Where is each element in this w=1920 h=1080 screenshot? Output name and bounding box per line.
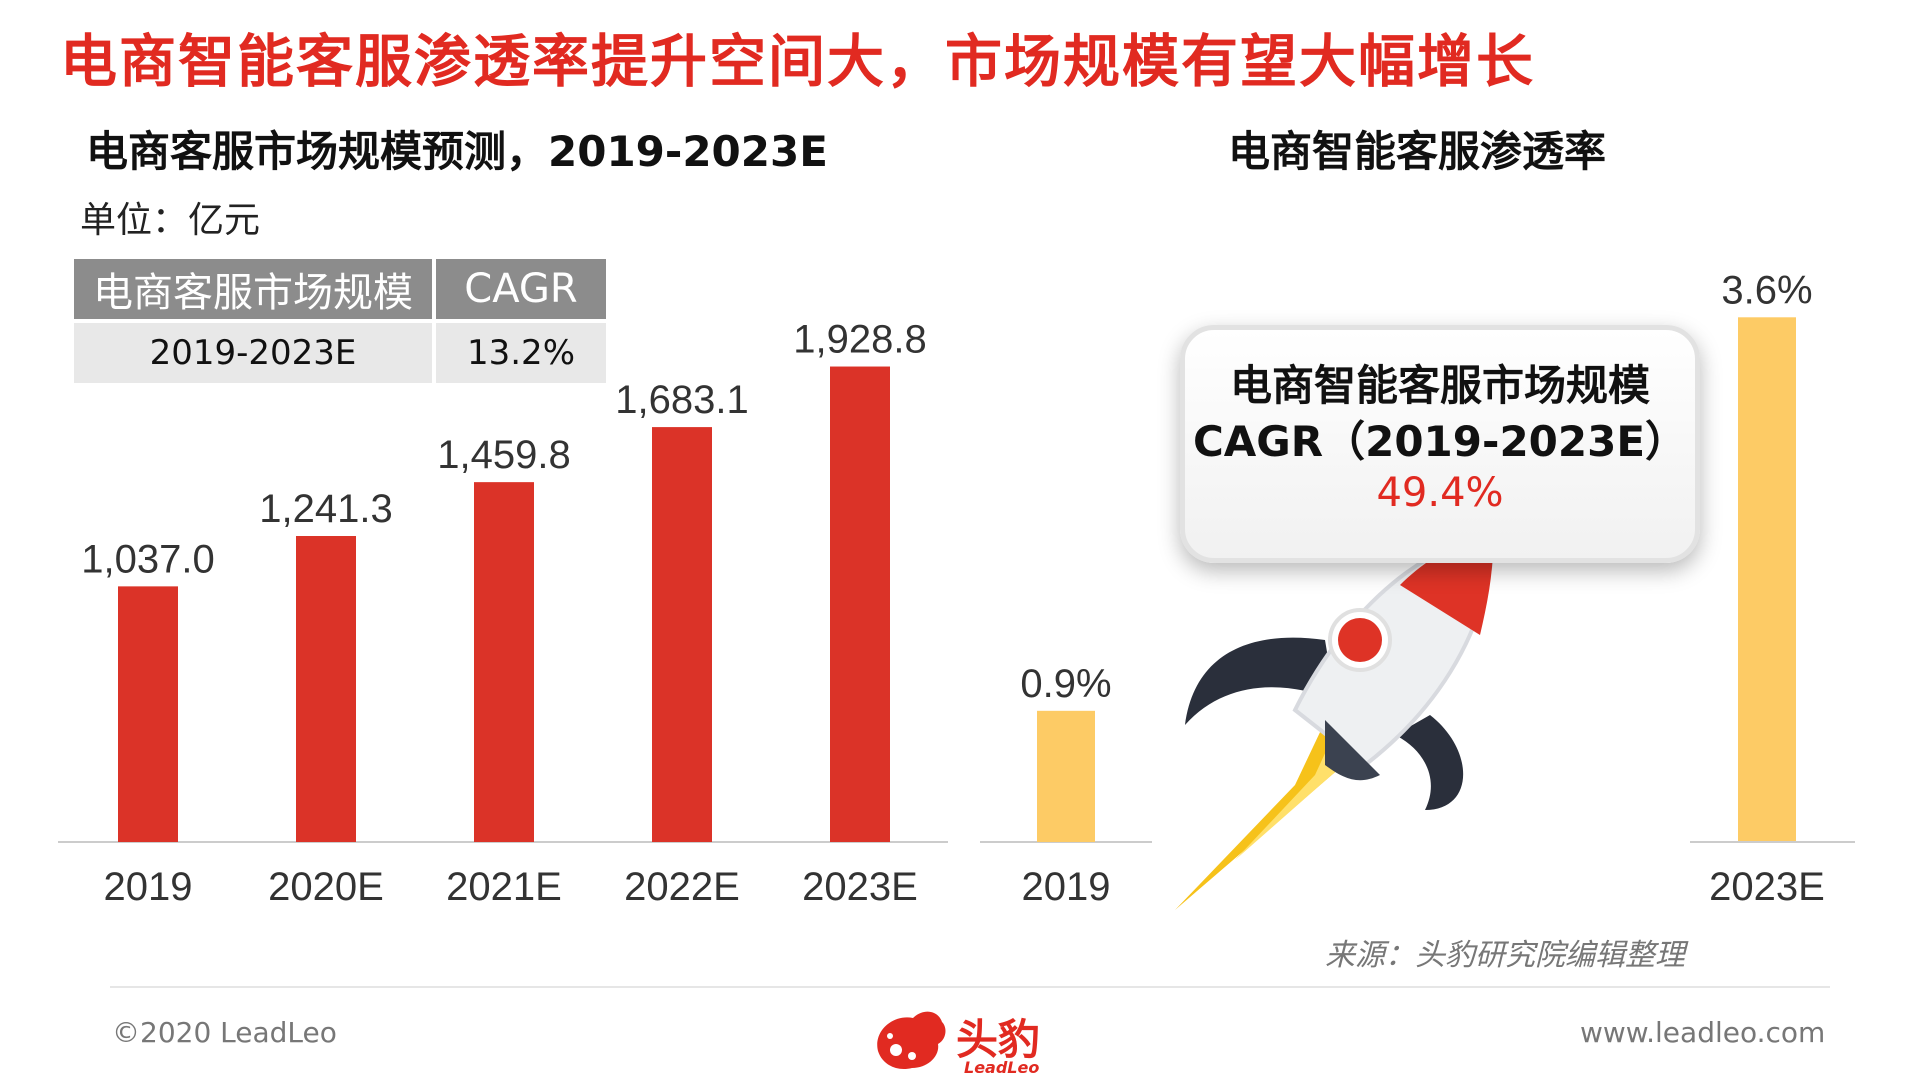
data-label-2023E: 1,928.8 [793, 318, 926, 362]
right-chart-title: 电商智能客服渗透率 [1228, 127, 1607, 176]
tick-label-2022E: 2022E [624, 865, 740, 909]
tick-label-2021E: 2021E [446, 865, 562, 909]
tick-label-2023E: 2023E [1709, 865, 1825, 909]
page-title: 电商智能客服渗透率提升空间大，市场规模有望大幅增长 [60, 29, 1535, 95]
tick-label-2019: 2019 [104, 865, 193, 909]
rocket-fin-center [1325, 720, 1380, 781]
tick-label-2019: 2019 [1022, 865, 1111, 909]
tick-label-2020E: 2020E [268, 865, 384, 909]
brand-logo: 头豹 LeadLeo [868, 1006, 1068, 1077]
tick-label-2023E: 2023E [802, 865, 918, 909]
data-label-2020E: 1,241.3 [259, 487, 392, 531]
logo-text-en: LeadLeo [964, 1058, 1040, 1077]
bar-2019 [118, 586, 178, 842]
left-bar-chart: 1,037.0 2019 1,241.3 2020E 1,459.8 2021E 1,683… [58, 318, 948, 909]
logo-text-cn: 头豹 [956, 1015, 1041, 1064]
data-label-2019: 0.9% [1020, 662, 1111, 706]
table-header-cagr: CAGR [436, 259, 606, 319]
rocket-fin-left [1185, 637, 1335, 725]
data-label-2019: 1,037.0 [81, 537, 214, 581]
bar-2020E [296, 536, 356, 842]
bar-2022E [652, 427, 712, 842]
callout-value: 49.4% [1376, 470, 1504, 516]
unit-label: 单位：亿元 [80, 200, 261, 241]
right-bar-chart: 0.9% 2019 3.6% 2023E [980, 268, 1855, 909]
bar-2021E [474, 482, 534, 842]
rocket-fin-right [1395, 715, 1464, 810]
leopard-icon [877, 1011, 946, 1070]
rocket-illustration [1175, 535, 1496, 910]
website-link[interactable]: www.leadleo.com [1580, 1016, 1826, 1049]
table-cell-period: 2019-2023E [74, 323, 432, 383]
copyright-text: ©2020 LeadLeo [112, 1016, 337, 1049]
cagr-callout: 电商智能客服市场规模 CAGR（2019-2023E） 49.4% [1180, 325, 1700, 563]
data-label-2022E: 1,683.1 [615, 378, 748, 422]
bar-2019 [1037, 710, 1095, 842]
data-label-2023E: 3.6% [1721, 268, 1812, 312]
left-chart-title: 电商客服市场规模预测，2019-2023E [86, 127, 828, 176]
rocket-window [1338, 618, 1382, 662]
callout-line-2: CAGR（2019-2023E） [1192, 417, 1688, 466]
callout-line-1: 电商智能客服市场规模 [1229, 361, 1650, 410]
bar-2023E [830, 366, 890, 842]
bar-2023E [1738, 317, 1796, 842]
data-label-2021E: 1,459.8 [437, 433, 570, 477]
table-header-market: 电商客服市场规模 [74, 259, 432, 319]
table-cell-cagr: 13.2% [436, 323, 606, 383]
footer-divider [110, 986, 1830, 988]
source-note: 来源：头豹研究院编辑整理 [1325, 938, 1685, 973]
